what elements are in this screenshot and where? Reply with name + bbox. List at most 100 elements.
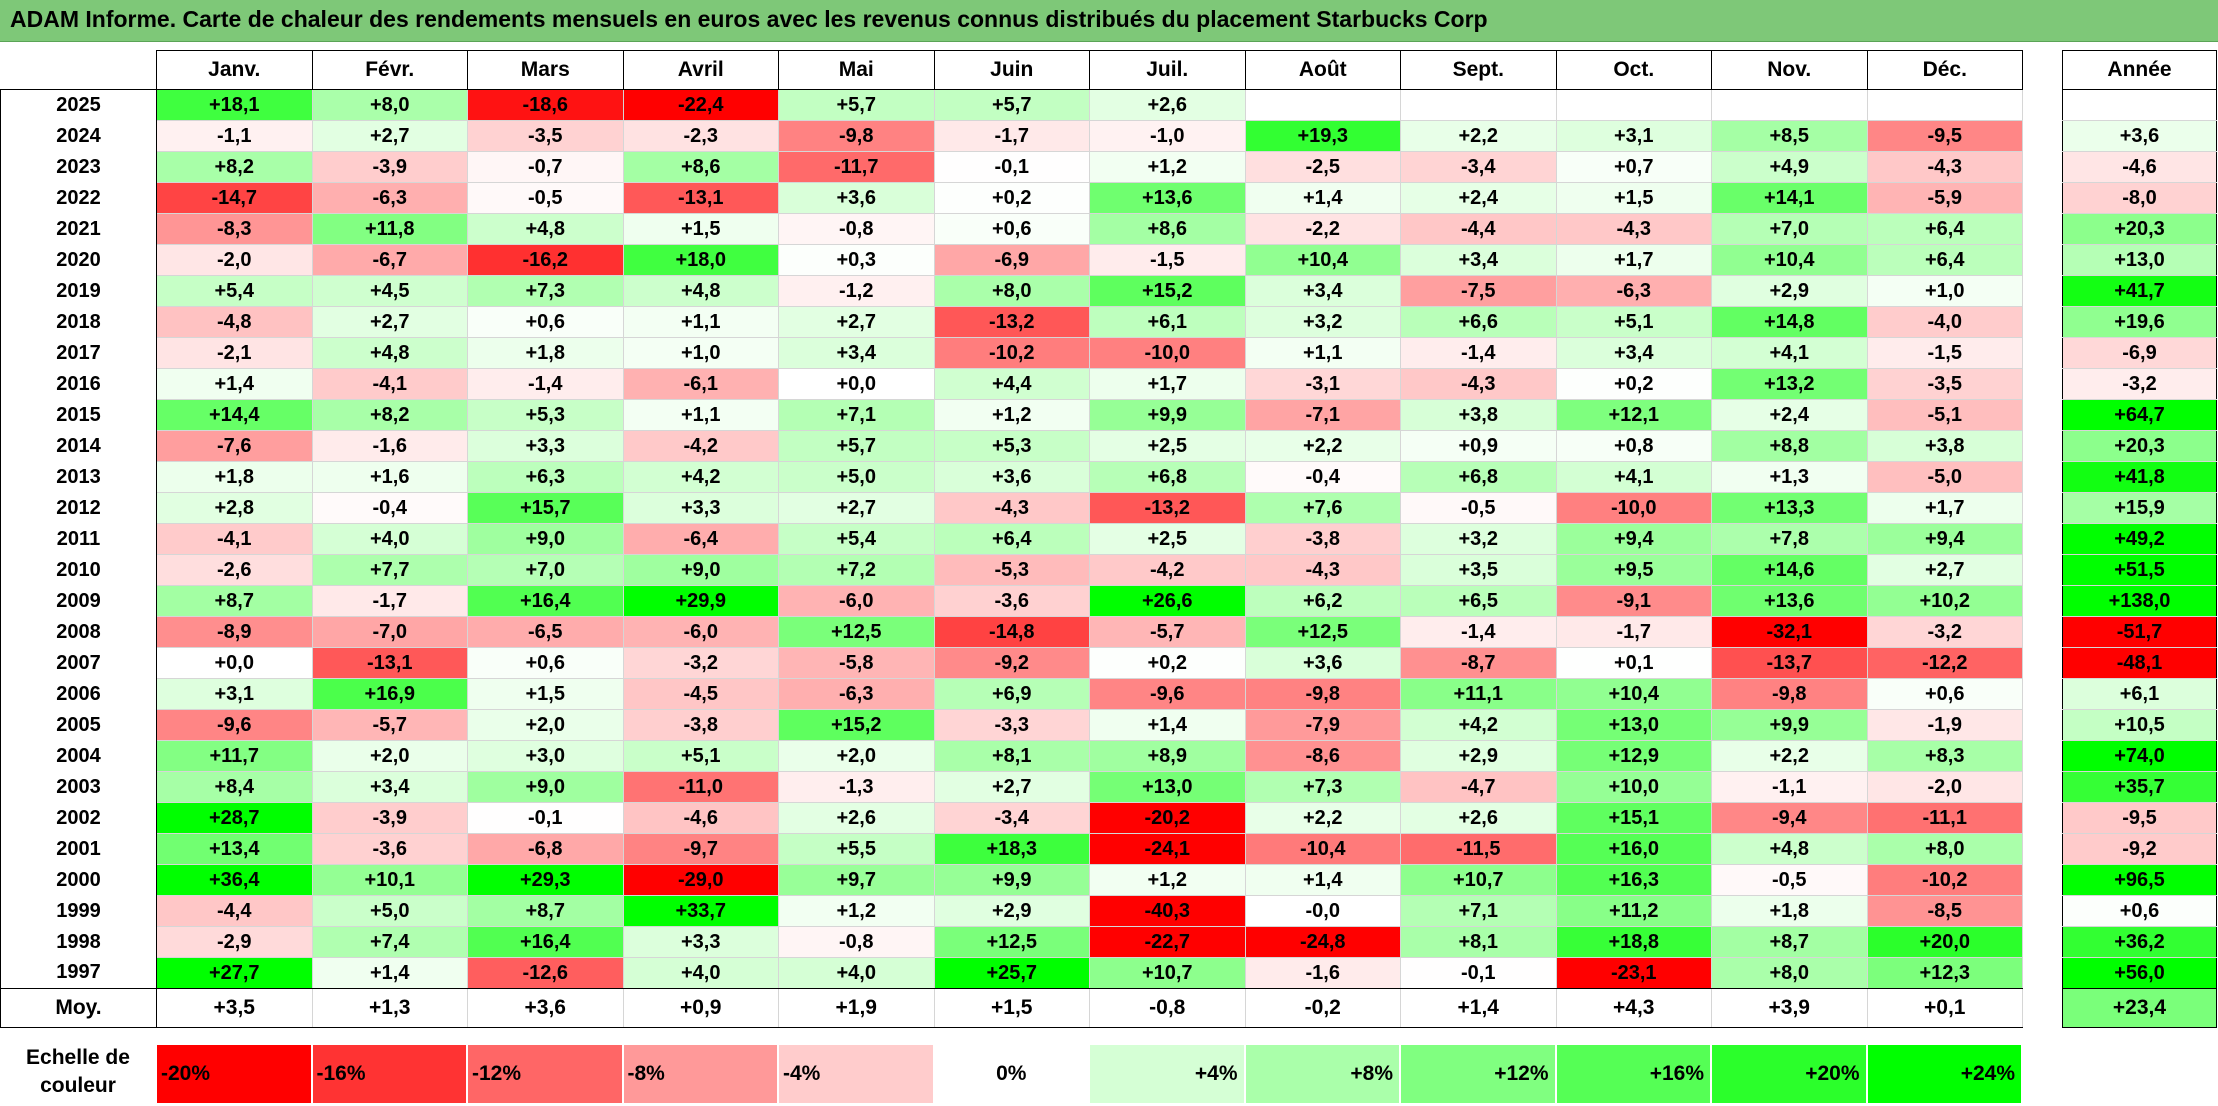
heatmap-cell: +1,4: [1089, 709, 1246, 741]
heatmap-cell: +15,7: [467, 492, 624, 524]
heatmap-cell: +18,3: [933, 833, 1090, 865]
heatmap-cell: +15,2: [778, 709, 935, 741]
year-row: 2012 +2,8 -0,4 +15,7 +3,3 +2,7 -4,3 -13,2 +7,6 -0…: [0, 492, 2023, 524]
average-cell: +1,5: [933, 988, 1090, 1028]
annual-cell: +35,7: [2062, 771, 2217, 803]
header-corner: [0, 50, 157, 90]
heatmap-cell: -1,1: [156, 120, 313, 152]
heatmap-cell: -6,1: [622, 368, 779, 400]
heatmap-cell: -11,0: [622, 771, 779, 803]
heatmap-cell: +7,1: [1400, 895, 1557, 927]
heatmap-cell: +2,4: [1711, 399, 1868, 431]
heatmap-cell: -3,3: [933, 709, 1090, 741]
heatmap-cell: +9,4: [1866, 523, 2023, 555]
heatmap-cell: -11,1: [1866, 802, 2023, 834]
heatmap-cell: +25,7: [933, 957, 1090, 989]
heatmap-cell: -8,3: [156, 213, 313, 245]
heatmap-cell: -2,6: [156, 554, 313, 586]
color-scale: -20% -16% -12% -8% -4% 0% +4% +8% +12% +16% +20% +2…: [156, 1044, 2022, 1104]
heatmap-cell: +8,3: [1866, 740, 2023, 772]
year-row: 2021 -8,3 +11,8 +4,8 +1,5 -0,8 +0,6 +8,6 -2,2 -4,…: [0, 213, 2023, 245]
heatmap-cell: [1555, 89, 1712, 121]
heatmap-cell: +10,4: [1244, 244, 1401, 276]
heatmap-cell: -2,9: [156, 926, 313, 958]
heatmap-cell: +0,6: [933, 213, 1090, 245]
heatmap-cell: -0,5: [1711, 864, 1868, 896]
heatmap-cell: -6,3: [311, 182, 468, 214]
heatmap-cell: -24,8: [1244, 926, 1401, 958]
heatmap-cell: +6,5: [1400, 585, 1557, 617]
heatmap-cell: -3,4: [933, 802, 1090, 834]
heatmap-cell: +1,5: [467, 678, 624, 710]
heatmap-cell: +2,5: [1089, 523, 1246, 555]
annual-cell: -9,5: [2062, 802, 2217, 834]
annual-cell: +3,6: [2062, 120, 2217, 152]
heatmap-cell: +1,2: [778, 895, 935, 927]
heatmap-cell: -3,1: [1244, 368, 1401, 400]
heatmap-cell: +14,4: [156, 399, 313, 431]
heatmap-cell: +8,1: [1400, 926, 1557, 958]
heatmap-cell: +28,7: [156, 802, 313, 834]
heatmap-cell: -40,3: [1089, 895, 1246, 927]
month-header: Oct.: [1555, 50, 1712, 90]
heatmap-cell: -4,7: [1400, 771, 1557, 803]
heatmap-cell: +6,9: [933, 678, 1090, 710]
heatmap-cell: +8,7: [1711, 926, 1868, 958]
heatmap-cell: +4,2: [1400, 709, 1557, 741]
heatmap-cell: [1244, 89, 1401, 121]
heatmap-cell: +1,7: [1555, 244, 1712, 276]
year-row: 2010 -2,6 +7,7 +7,0 +9,0 +7,2 -5,3 -4,2 -4,3 +3,5…: [0, 554, 2023, 586]
year-row: 2003 +8,4 +3,4 +9,0 -11,0 -1,3 +2,7 +13,0 +7,3 -4…: [0, 771, 2023, 803]
heatmap-cell: -9,6: [156, 709, 313, 741]
year-row: 2023 +8,2 -3,9 -0,7 +8,6 -11,7 -0,1 +1,2 -2,5 -3,…: [0, 151, 2023, 183]
heatmap-cell: +8,0: [1866, 833, 2023, 865]
heatmap-cell: -0,8: [778, 213, 935, 245]
heatmap-cell: +6,4: [933, 523, 1090, 555]
year-label: 2019: [0, 275, 157, 307]
heatmap-cell: +5,0: [311, 895, 468, 927]
heatmap-cell: -3,8: [622, 709, 779, 741]
heatmap-cell: [1711, 89, 1868, 121]
heatmap-cell: +0,7: [1555, 151, 1712, 183]
heatmap-cell: +13,6: [1711, 585, 1868, 617]
heatmap-cell: +3,4: [1244, 275, 1401, 307]
heatmap-cell: +33,7: [622, 895, 779, 927]
color-scale-swatch-label: -8%: [627, 1062, 665, 1085]
heatmap-cell: +8,4: [156, 771, 313, 803]
color-scale-swatch: +8%: [1244, 1044, 1400, 1104]
heatmap-cell: +4,9: [1711, 151, 1868, 183]
heatmap-cell: +4,0: [622, 957, 779, 989]
annual-cell: -4,6: [2062, 151, 2217, 183]
heatmap-cell: +11,1: [1400, 678, 1557, 710]
heatmap-cell: -1,7: [311, 585, 468, 617]
heatmap-cell: +14,8: [1711, 306, 1868, 338]
heatmap-cell: +4,0: [778, 957, 935, 989]
heatmap-cell: -4,1: [311, 368, 468, 400]
heatmap-cell: +1,7: [1089, 368, 1246, 400]
heatmap-cell: +1,0: [622, 337, 779, 369]
heatmap-cell: [1400, 89, 1557, 121]
year-row: 2019 +5,4 +4,5 +7,3 +4,8 -1,2 +8,0 +15,2 +3,4 -7,…: [0, 275, 2023, 307]
heatmap-cell: +8,0: [1711, 957, 1868, 989]
heatmap-cell: -6,4: [622, 523, 779, 555]
color-scale-swatch-label: +20%: [1805, 1062, 1860, 1085]
color-scale-swatch: -4%: [778, 1044, 934, 1104]
heatmap-cell: +5,1: [622, 740, 779, 772]
color-scale-swatch-label: 0%: [996, 1062, 1027, 1085]
annual-cell: -8,0: [2062, 182, 2217, 214]
heatmap-cell: +1,8: [156, 461, 313, 493]
heatmap-cell: -8,6: [1244, 740, 1401, 772]
heatmap-cell: +3,4: [1400, 244, 1557, 276]
heatmap-cell: -2,5: [1244, 151, 1401, 183]
heatmap-cell: -6,9: [933, 244, 1090, 276]
heatmap-cell: -6,3: [778, 678, 935, 710]
annual-cell: -6,9: [2062, 337, 2217, 369]
year-label: 2008: [0, 616, 157, 648]
heatmap-cell: +16,3: [1555, 864, 1712, 896]
heatmap-cell: -11,7: [778, 151, 935, 183]
heatmap-cell: -29,0: [622, 864, 779, 896]
heatmap-cell: +7,8: [1711, 523, 1868, 555]
heatmap-cell: -0,7: [467, 151, 624, 183]
annual-cell: +41,7: [2062, 275, 2217, 307]
heatmap-cell: +5,7: [778, 430, 935, 462]
